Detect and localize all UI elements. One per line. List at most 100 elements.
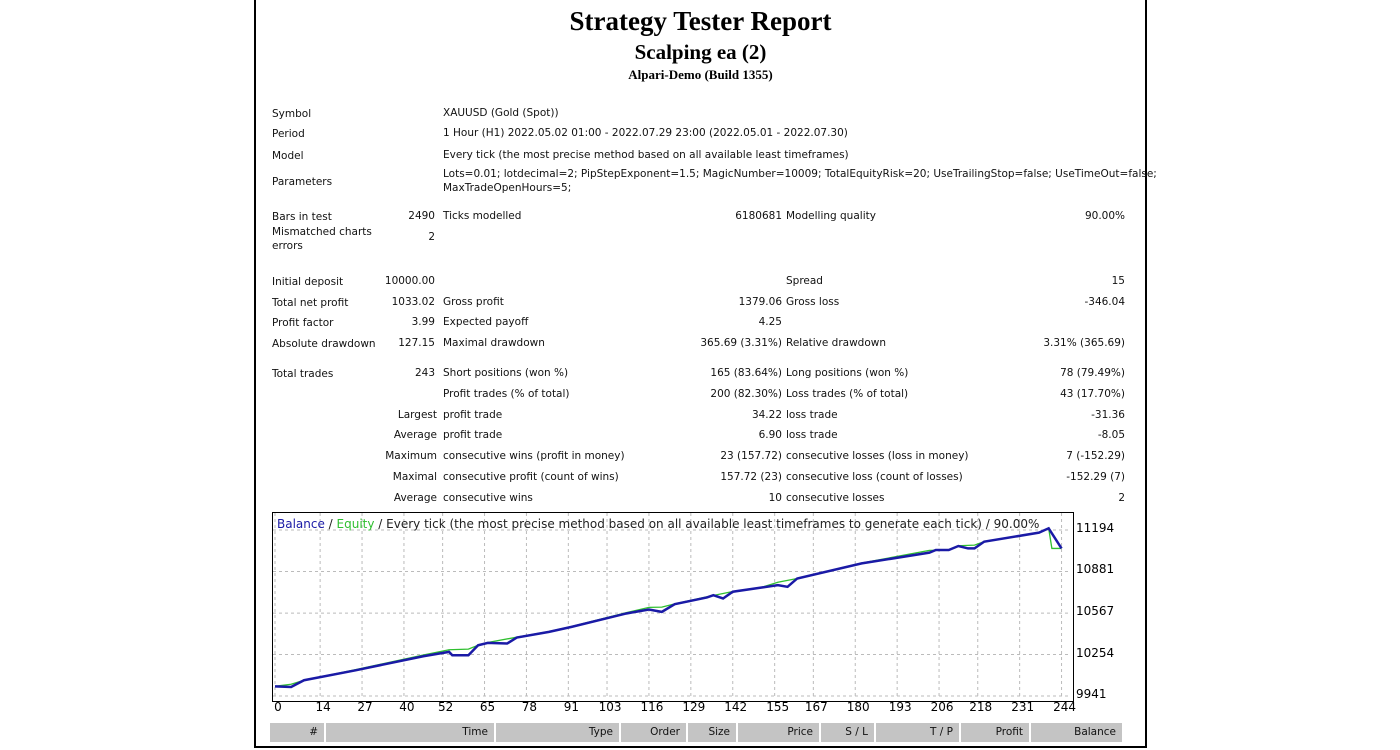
report-title: Strategy Tester Report: [569, 6, 832, 36]
y-tick-label: 10881: [1076, 562, 1115, 577]
row-label: consecutive wins (profit in money): [443, 450, 625, 462]
row-label: Lots=0.01; lotdecimal=2; PipStepExponent…: [443, 168, 1157, 180]
column-header[interactable]: #: [270, 723, 326, 742]
y-tick-label: 10254: [1076, 645, 1115, 660]
row-label: consecutive losses: [786, 492, 885, 504]
row-value: 2: [1118, 492, 1125, 504]
row-label: Loss trades (% of total): [786, 388, 909, 400]
row-label: Spread: [786, 275, 823, 287]
row-label: loss trade: [786, 429, 838, 441]
row-value: -31.36: [1091, 409, 1125, 421]
row-label: Total net profit: [272, 297, 349, 309]
column-header[interactable]: Order: [621, 723, 688, 742]
row-label: Maximum: [385, 450, 437, 462]
row-value: 6.90: [758, 429, 782, 441]
row-value: 2490: [408, 210, 435, 222]
legend-equity: Equity: [336, 517, 375, 531]
column-header[interactable]: Profit: [961, 723, 1031, 742]
column-header[interactable]: T / P: [876, 723, 961, 742]
row-value: 200 (82.30%): [710, 388, 782, 400]
legend-balance: Balance: [277, 517, 325, 531]
row-label: Model: [272, 150, 304, 162]
x-tick-label: 218: [969, 700, 993, 714]
row-value: 165 (83.64%): [710, 367, 782, 379]
row-label: consecutive profit (count of wins): [443, 471, 619, 483]
x-tick-label: 206: [930, 700, 954, 714]
legend-description: / Every tick (the most precise method ba…: [374, 517, 1040, 531]
row-label: profit trade: [443, 429, 503, 441]
row-value: 10000.00: [384, 275, 435, 287]
row-label: Initial deposit: [272, 276, 344, 288]
x-tick-label: 52: [437, 700, 454, 714]
row-value: 1379.06: [738, 296, 782, 308]
row-label: Maximal drawdown: [443, 337, 545, 349]
x-tick-label: 129: [682, 700, 706, 714]
balance-line: [274, 526, 1063, 689]
row-label: Maximal: [392, 471, 437, 483]
x-tick-label: 65: [479, 700, 496, 714]
row-value: 7 (-152.29): [1066, 450, 1125, 462]
legend-sep: /: [324, 517, 337, 531]
row-label: Short positions (won %): [443, 367, 569, 379]
column-header[interactable]: Type: [496, 723, 621, 742]
column-header[interactable]: Balance: [1031, 723, 1124, 742]
chart-legend: Balance / Equity / Every tick (the most …: [277, 517, 1039, 531]
row-label: consecutive losses (loss in money): [786, 450, 969, 462]
row-label: Ticks modelled: [443, 210, 522, 222]
x-tick-label: 103: [598, 700, 622, 714]
row-value: 10: [768, 492, 782, 504]
row-label: Modelling quality: [786, 210, 876, 222]
row-label: Total trades: [272, 368, 334, 380]
row-label: Expected payoff: [443, 316, 529, 328]
row-label: Long positions (won %): [786, 367, 909, 379]
column-header[interactable]: Price: [738, 723, 821, 742]
column-header[interactable]: Time: [326, 723, 496, 742]
row-value: 23 (157.72): [720, 450, 782, 462]
x-tick-label: 244: [1053, 700, 1076, 714]
x-tick-label: 40: [399, 700, 415, 714]
row-label: Every tick (the most precise method base…: [443, 149, 849, 161]
row-value: 243: [414, 367, 435, 379]
row-label: 1 Hour (H1) 2022.05.02 01:00 - 2022.07.2…: [443, 127, 848, 139]
x-tick-label: 155: [766, 700, 790, 714]
y-tick-label: 9941: [1076, 687, 1107, 701]
row-value: 1033.02: [391, 296, 435, 308]
row-label: Absolute drawdown: [272, 338, 376, 350]
row-value: 4.25: [758, 316, 782, 328]
row-label: profit trade: [443, 409, 503, 421]
x-tick-label: 116: [640, 700, 664, 714]
x-tick-label: 27: [357, 700, 373, 714]
y-tick-label: 11194: [1076, 521, 1115, 535]
row-value: -152.29 (7): [1066, 471, 1125, 483]
x-tick-label: 231: [1011, 700, 1035, 714]
row-label: XAUUSD (Gold (Spot)): [443, 107, 559, 119]
x-tick-label: 193: [888, 700, 912, 714]
row-value: 3.99: [411, 316, 435, 328]
report-page: Strategy Tester Report Scalping ea (2) A…: [254, 0, 1157, 748]
report-build: Alpari-Demo (Build 1355): [628, 67, 773, 82]
row-value: -346.04: [1084, 296, 1125, 308]
row-label: Relative drawdown: [786, 337, 887, 349]
x-tick-label: 0: [274, 700, 282, 714]
row-value: 157.72 (23): [720, 471, 782, 483]
x-tick-label: 180: [846, 700, 870, 714]
row-label: Gross loss: [786, 296, 840, 308]
row-label: Bars in test: [272, 211, 332, 223]
column-header[interactable]: Size: [688, 723, 738, 742]
row-label: Largest: [397, 409, 437, 421]
row-label: MaxTradeOpenHours=5;: [443, 182, 572, 194]
row-label: Average: [393, 492, 437, 504]
x-tick-label: 14: [315, 700, 331, 714]
balance-equity-chart: Balance / Equity / Every tick (the most …: [272, 512, 1074, 702]
row-label: consecutive loss (count of losses): [786, 471, 963, 483]
row-value: 2: [428, 231, 435, 243]
row-value: 43 (17.70%): [1060, 388, 1125, 400]
row-value: 127.15: [398, 337, 435, 349]
row-label: loss trade: [786, 409, 838, 421]
column-header[interactable]: S / L: [821, 723, 876, 742]
x-tick-label: 142: [724, 700, 748, 714]
row-label: Period: [272, 128, 305, 140]
row-value: 3.31% (365.69): [1043, 337, 1125, 349]
row-value: 365.69 (3.31%): [700, 337, 782, 349]
